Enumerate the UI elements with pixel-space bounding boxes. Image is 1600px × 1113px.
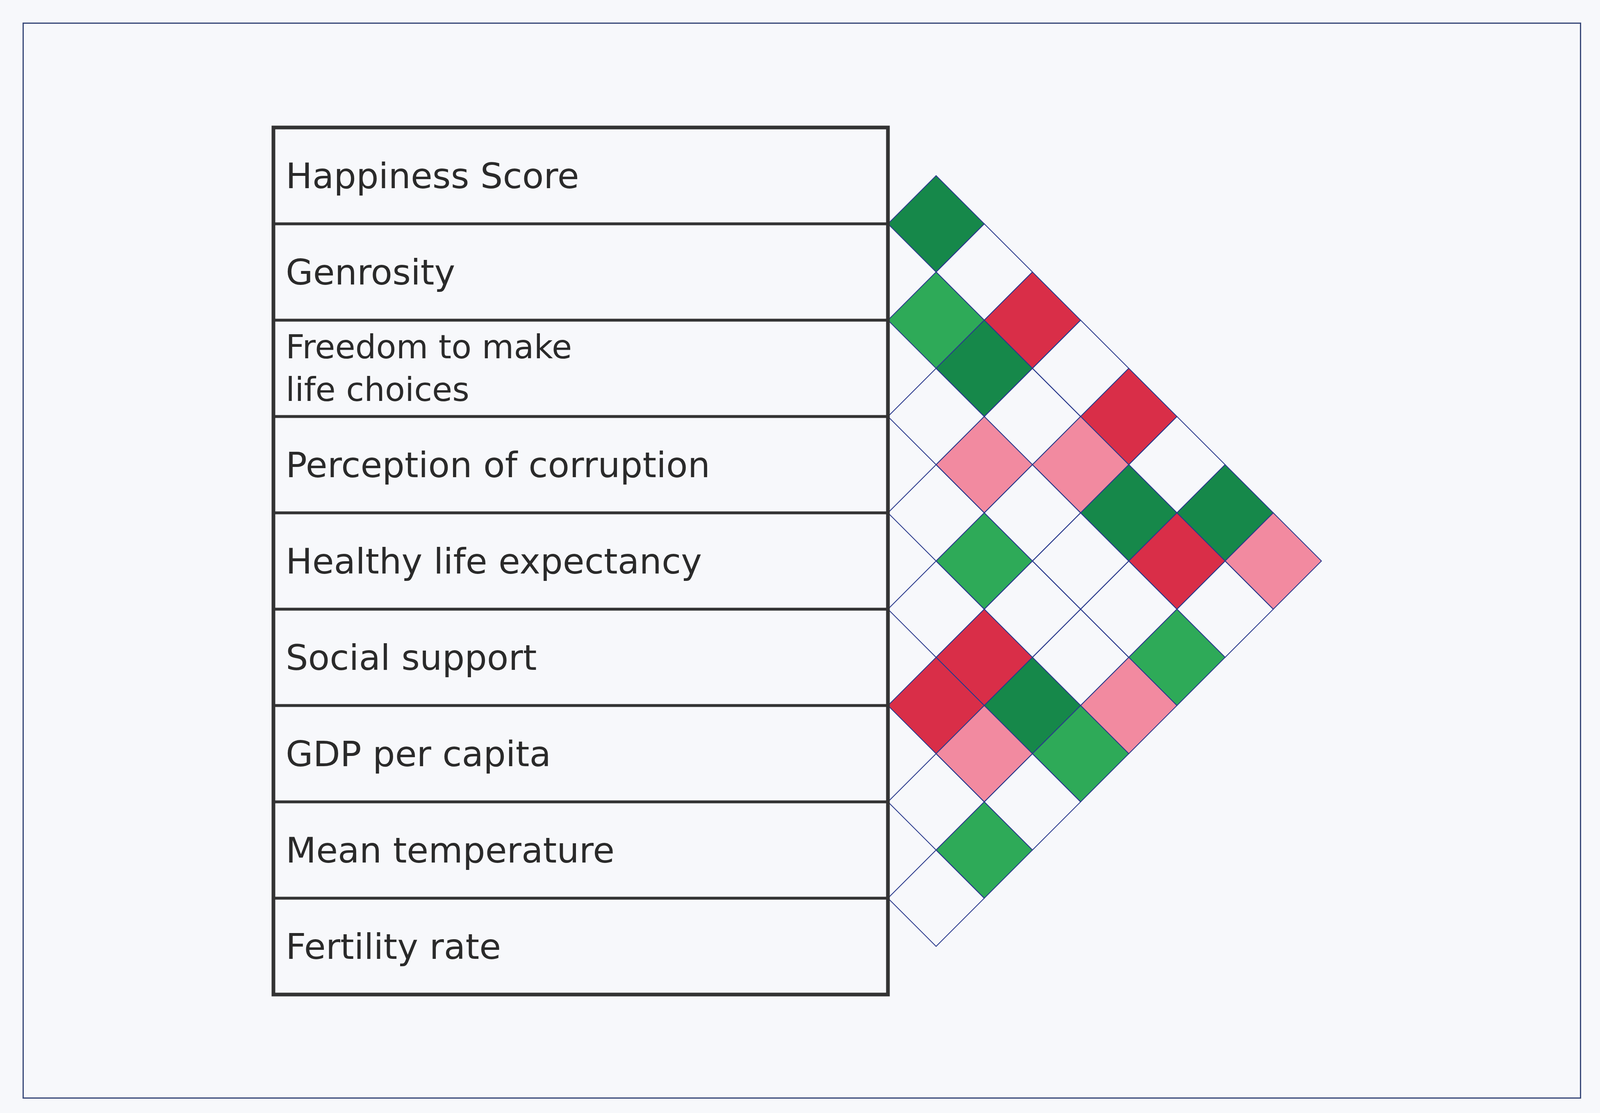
svg-text:Perception of corruption: Perception of corruption <box>285 444 711 486</box>
svg-text:Fertility rate: Fertility rate <box>285 926 501 968</box>
svg-text:Genrosity: Genrosity <box>285 251 456 293</box>
svg-text:Happiness Score: Happiness Score <box>285 155 580 197</box>
svg-text:Social support: Social support <box>285 637 538 679</box>
svg-text:Healthy life expectancy: Healthy life expectancy <box>285 540 702 582</box>
svg-text:Freedom to makelife choices: Freedom to makelife choices <box>285 327 572 409</box>
svg-text:GDP per capita: GDP per capita <box>285 733 551 775</box>
svg-text:Mean temperature: Mean temperature <box>285 829 615 871</box>
